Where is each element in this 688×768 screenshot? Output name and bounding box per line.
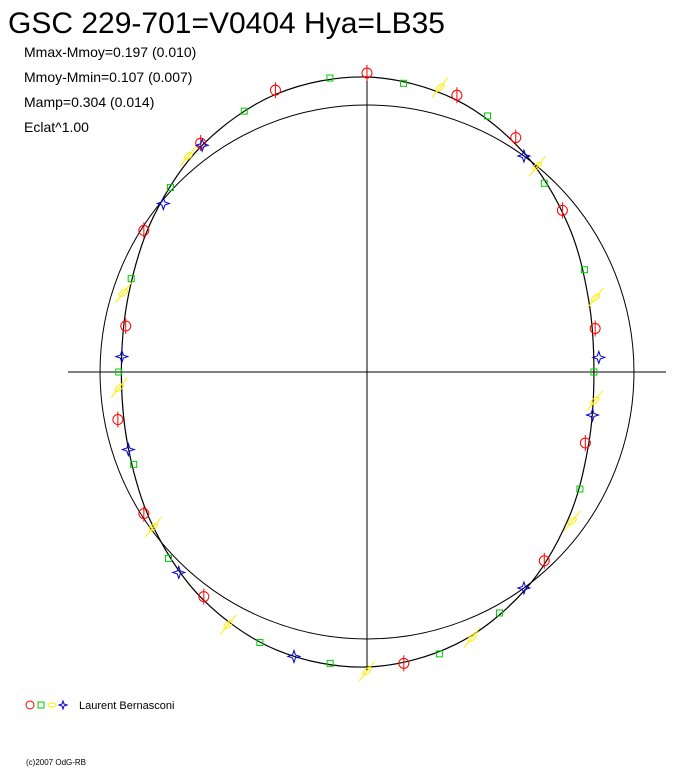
- stat-line: Eclat^1.00: [24, 119, 89, 135]
- point: [114, 383, 124, 392]
- point: [120, 441, 136, 458]
- error-bar: [587, 287, 604, 309]
- point: [164, 554, 172, 562]
- legend-marker: [37, 701, 45, 709]
- error-bar: [563, 510, 581, 532]
- error-bar: [586, 390, 604, 412]
- point: [155, 195, 171, 212]
- point: [567, 516, 577, 526]
- error-bar: [528, 155, 546, 177]
- point: [148, 523, 158, 532]
- point: [435, 650, 443, 658]
- error-bar: [358, 660, 376, 682]
- reference-circle: [99, 104, 635, 640]
- point: [114, 348, 130, 365]
- fit-curve: [120, 76, 595, 668]
- legend-label: Laurent Bernasconi: [79, 700, 174, 712]
- point: [516, 148, 532, 164]
- error-bar: [463, 627, 481, 648]
- stat-line: Mmoy-Mmin=0.107 (0.007): [24, 69, 192, 85]
- point: [115, 368, 123, 376]
- point: [532, 162, 542, 171]
- point: [130, 460, 138, 468]
- point: [590, 396, 600, 406]
- point: [435, 83, 445, 92]
- error-bar: [179, 145, 197, 167]
- point: [240, 107, 248, 115]
- point: [362, 666, 372, 676]
- error-bar: [110, 377, 128, 398]
- stat-line: Mamp=0.304 (0.014): [24, 94, 154, 110]
- point: [483, 112, 491, 120]
- point: [183, 151, 193, 161]
- point: [171, 564, 187, 581]
- point: [118, 288, 128, 298]
- point: [166, 183, 174, 191]
- footer: (c)2007 OdG-RB: [26, 758, 86, 767]
- error-bar: [114, 282, 132, 304]
- error-bar: [219, 614, 237, 635]
- point: [127, 275, 135, 283]
- point: [580, 266, 588, 274]
- legend-marker: [57, 699, 69, 711]
- legend-marker: [47, 702, 57, 708]
- point: [516, 580, 532, 596]
- point: [591, 349, 607, 365]
- point: [286, 648, 302, 665]
- error-bar: [431, 77, 449, 98]
- point: [326, 74, 334, 82]
- point: [223, 620, 233, 629]
- point: [540, 179, 548, 187]
- point: [194, 137, 210, 153]
- point: [590, 293, 601, 302]
- error-bar: [144, 517, 162, 538]
- chart-title: GSC 229-701=V0404 Hya=LB35: [8, 7, 445, 40]
- point: [399, 79, 407, 87]
- point: [495, 609, 503, 617]
- point: [467, 633, 477, 642]
- point: [326, 659, 334, 667]
- point: [256, 639, 264, 647]
- point: [576, 485, 584, 493]
- stat-line: Mmax-Mmoy=0.197 (0.010): [24, 44, 196, 60]
- legend-marker: [25, 700, 35, 710]
- point: [590, 368, 598, 376]
- point: [584, 407, 601, 423]
